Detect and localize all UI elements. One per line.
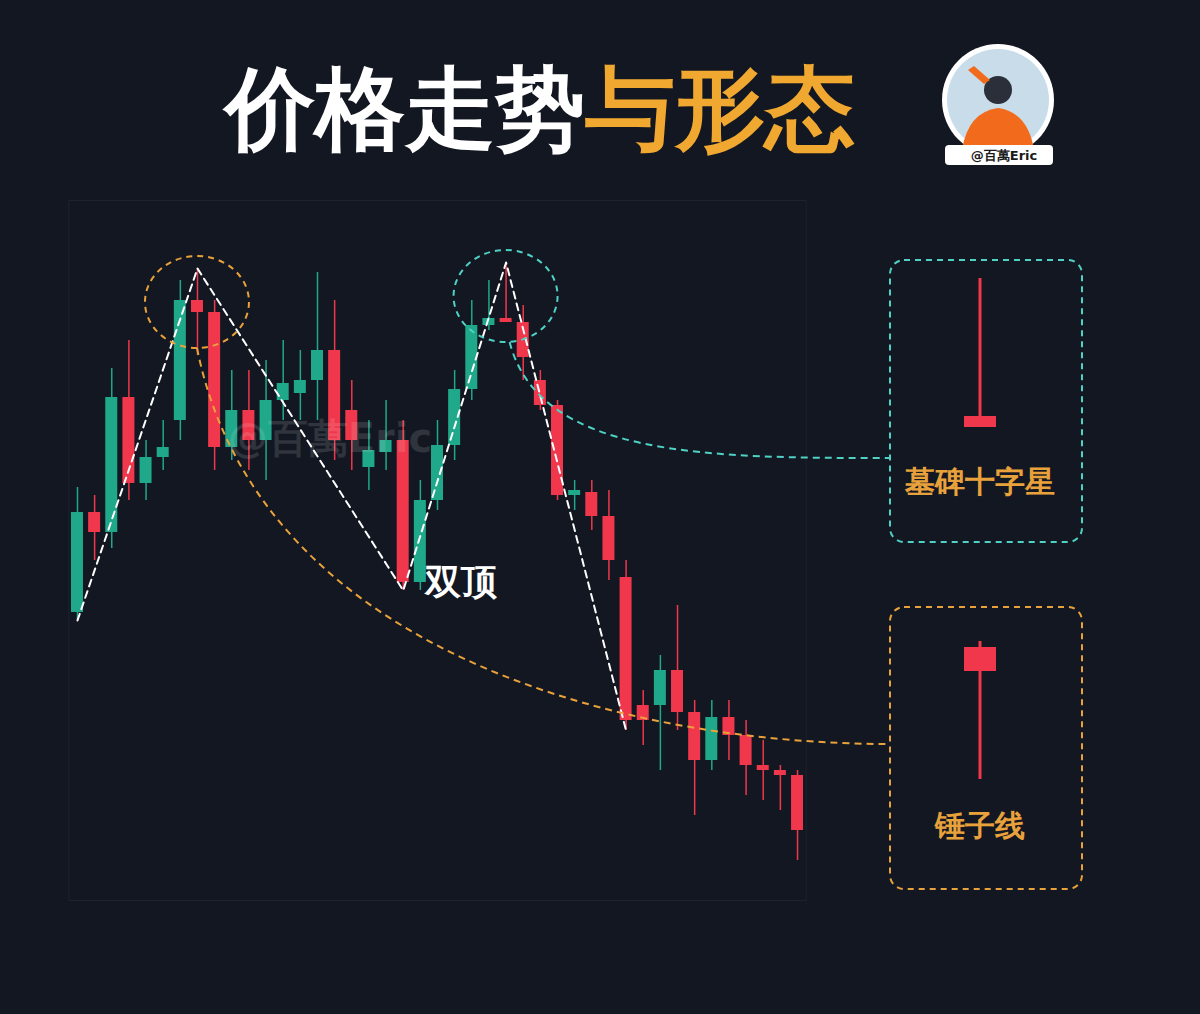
svg-text:双顶: 双顶 — [424, 561, 497, 602]
svg-text:墓碑十字星: 墓碑十字星 — [904, 464, 1055, 499]
svg-text:价格走势与形态: 价格走势与形态 — [222, 56, 855, 161]
svg-text:@百萬Eric: @百萬Eric — [971, 148, 1037, 163]
svg-text:@百萬Eric: @百萬Eric — [228, 415, 432, 461]
svg-text:锤子线: 锤子线 — [934, 808, 1025, 843]
